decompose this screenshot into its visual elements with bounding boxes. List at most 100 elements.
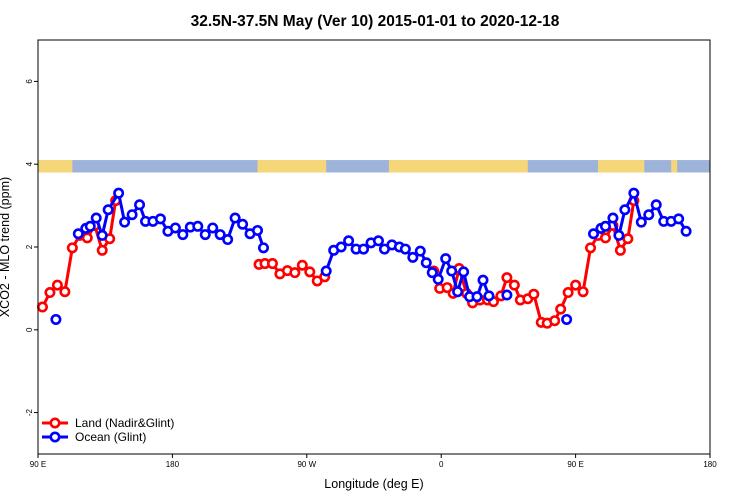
ocean-data-point — [607, 212, 619, 224]
x-tick-label: 0 — [439, 460, 444, 469]
x-tick-label: 90 E — [567, 460, 583, 469]
land-data-point — [81, 232, 93, 244]
land-data-point — [585, 242, 597, 254]
y-tick-label: 4 — [25, 161, 34, 166]
ocean-data-point — [440, 253, 452, 265]
land-data-point — [549, 315, 561, 327]
ocean-data-point — [407, 251, 419, 263]
ocean-data-point — [169, 222, 181, 234]
ocean-mask-band — [38, 160, 710, 173]
y-axis: -2 0 2 4 6 — [25, 79, 38, 416]
land-mask-segment — [388, 160, 528, 173]
land-data-point — [51, 279, 63, 291]
ocean-data-point — [432, 273, 444, 285]
land-data-point — [555, 303, 567, 315]
land-data-point — [304, 266, 316, 278]
chart-title: 32.5N-37.5N May (Ver 10) 2015-01-01 to 2… — [191, 13, 560, 30]
land-data-point — [528, 288, 540, 300]
ocean-data-point — [414, 245, 426, 257]
ocean-data-point — [119, 216, 131, 228]
land-mask-segment — [257, 160, 327, 173]
land-data-point — [622, 233, 634, 245]
y-tick-label: -2 — [25, 408, 34, 416]
land-data-point — [289, 267, 301, 279]
land-data-point — [96, 244, 108, 256]
y-tick-label: 0 — [25, 327, 34, 332]
ocean-data-point — [96, 229, 108, 241]
land-data-point — [614, 244, 626, 256]
ocean-data-point — [343, 235, 355, 247]
ocean-data-point — [126, 209, 138, 221]
legend-land-label: Land (Nadir&Glint) — [75, 416, 174, 430]
ocean-data-point — [214, 229, 226, 241]
ocean-data-point — [237, 218, 249, 230]
ocean-data-point — [477, 274, 489, 286]
ocean-data-point — [90, 212, 102, 224]
land-data-point — [36, 301, 48, 313]
ocean-data-point — [222, 234, 234, 246]
x-tick-label: 180 — [703, 460, 717, 469]
land-data-point — [508, 279, 520, 291]
x-axis: 90 E 180 90 W 0 90 E 180 — [30, 454, 717, 469]
ocean-data-point — [134, 199, 146, 211]
land-mask-segment — [671, 160, 678, 173]
land-mask-band — [38, 160, 710, 173]
ocean-data-point — [358, 243, 370, 255]
y-axis-label: XCO2 - MLO trend (ppm) — [0, 177, 12, 317]
plot-series — [36, 187, 692, 329]
land-data-point — [577, 286, 589, 298]
ocean-data-point — [680, 225, 692, 237]
ocean-data-point — [102, 204, 114, 216]
x-tick-label: 180 — [166, 460, 180, 469]
ocean-data-point — [635, 216, 647, 228]
ocean-data-point — [643, 209, 655, 221]
ocean-data-point — [229, 212, 241, 224]
ocean-data-point — [673, 213, 685, 225]
land-data-point — [562, 287, 574, 299]
land-data-point — [570, 279, 582, 291]
ocean-data-point — [84, 220, 96, 232]
ocean-data-point — [599, 220, 611, 232]
land-data-point — [296, 259, 308, 271]
land-data-point — [66, 242, 78, 254]
ocean-data-point — [426, 267, 438, 279]
x-tick-label: 90 E — [30, 460, 46, 469]
ocean-data-point — [207, 222, 219, 234]
ocean-data-point — [501, 289, 513, 301]
legend-ocean-marker — [49, 431, 61, 443]
legend-land-marker — [49, 417, 61, 429]
ocean-data-point — [619, 204, 631, 216]
ocean-data-point — [420, 257, 432, 269]
legend-ocean-label: Ocean (Glint) — [75, 430, 146, 444]
ocean-data-point — [192, 220, 204, 232]
ocean-data-point — [72, 228, 84, 240]
ocean-data-point — [252, 224, 264, 236]
ocean-data-point — [257, 242, 269, 254]
ocean-data-point — [399, 243, 411, 255]
ocean-data-point — [199, 229, 211, 241]
ocean-data-point — [471, 291, 483, 303]
ocean-data-point — [154, 213, 166, 225]
land-mask-segment — [598, 160, 645, 173]
ocean-data-point — [650, 199, 662, 211]
ocean-data-point — [588, 228, 600, 240]
ocean-data-point — [177, 229, 189, 241]
ocean-data-point — [446, 265, 458, 277]
land-data-point — [501, 272, 513, 284]
ocean-data-point — [113, 187, 125, 199]
ocean-data-point — [452, 286, 464, 298]
land-data-point — [599, 232, 611, 244]
land-series-line — [432, 200, 636, 325]
ocean-data-point — [613, 229, 625, 241]
land-data-point — [59, 286, 71, 298]
x-axis-label: Longitude (deg E) — [324, 477, 423, 491]
ocean-data-point — [458, 266, 470, 278]
land-mask-segment — [38, 160, 73, 173]
ocean-data-point — [628, 187, 640, 199]
land-data-point — [266, 258, 278, 270]
y-tick-label: 2 — [25, 244, 34, 249]
land-data-point — [44, 287, 56, 299]
ocean-data-point — [335, 241, 347, 253]
ocean-data-point — [50, 313, 62, 325]
ocean-data-point — [483, 290, 495, 302]
